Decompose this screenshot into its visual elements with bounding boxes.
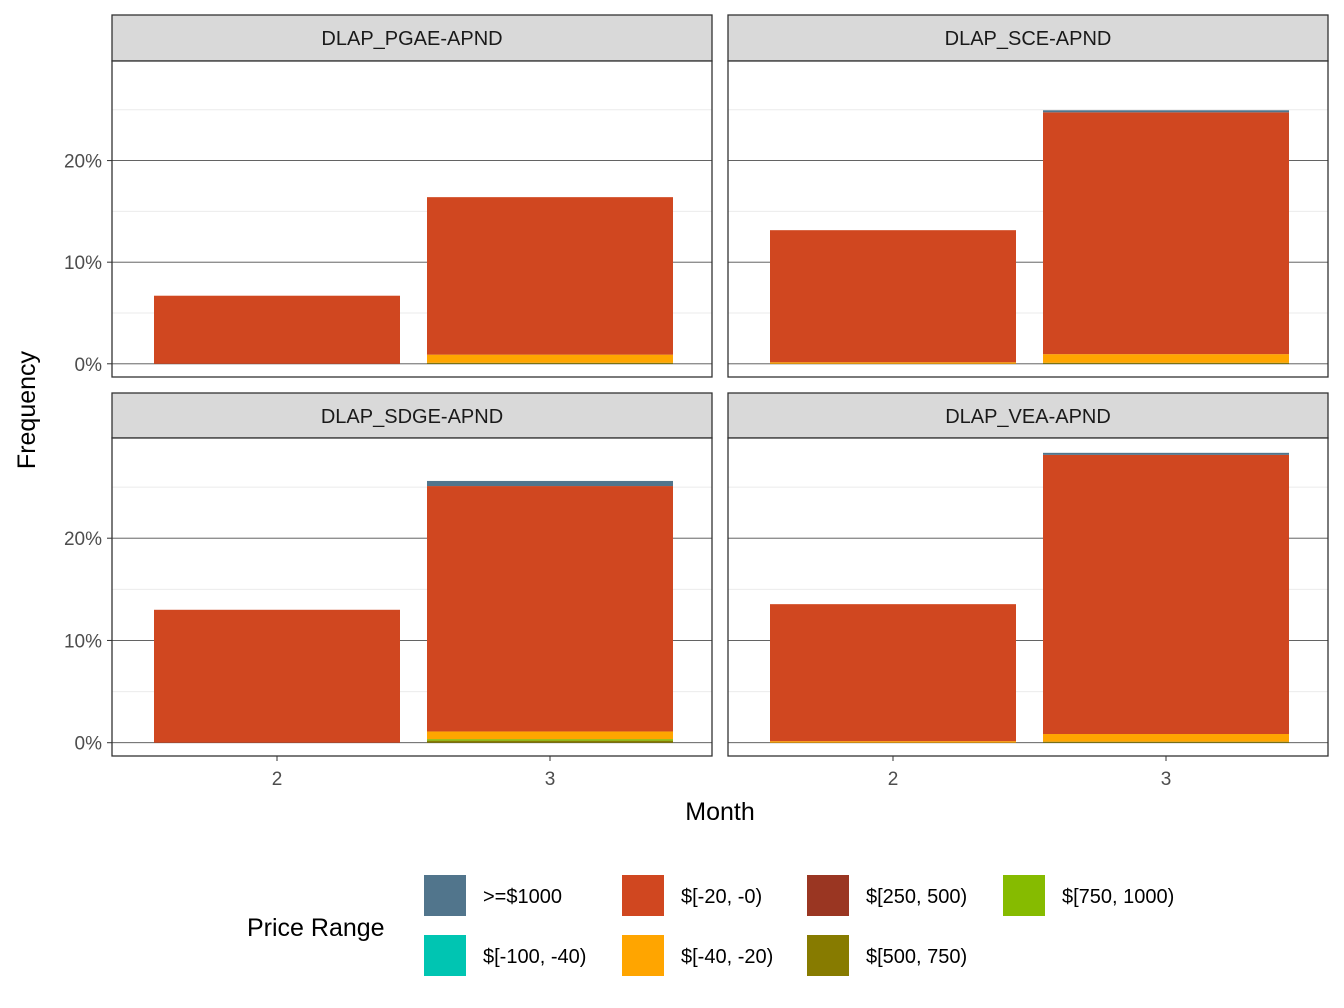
facet-strip-label: DLAP_SCE-APND: [945, 28, 1112, 50]
legend-label: $[-100, -40): [483, 946, 586, 968]
x-tick-label: 3: [1161, 769, 1172, 790]
y-tick-label: 20%: [64, 529, 102, 550]
legend-swatch: [622, 875, 664, 916]
bar-segment: [1043, 734, 1289, 742]
facet-panel: DLAP_SCE-APND: [727, 14, 1329, 378]
bar-segment: [154, 609, 400, 743]
legend-swatch: [807, 875, 849, 916]
facet-strip-label: DLAP_SDGE-APND: [321, 406, 503, 428]
legend-title: Price Range: [247, 914, 385, 942]
x-tick-label: 2: [272, 769, 283, 790]
facet-strip: [111, 14, 713, 62]
bar-segment: [427, 740, 673, 743]
bar-segment: [427, 739, 673, 741]
bar-segment: [427, 362, 673, 364]
legend-label: $[250, 500): [866, 886, 967, 908]
bar-segment: [1043, 452, 1289, 455]
bar-segment: [154, 295, 400, 364]
x-axis-title: Month: [685, 798, 754, 826]
y-tick-label: 10%: [64, 253, 102, 274]
bar-segment: [770, 230, 1016, 363]
bar-segment: [1043, 454, 1289, 735]
legend-label: $[750, 1000): [1062, 886, 1174, 908]
legend-swatch: [1003, 875, 1045, 916]
bar-segment: [1043, 112, 1289, 355]
y-tick-label: 0%: [75, 734, 103, 755]
y-tick-label: 20%: [64, 152, 102, 173]
bar-segment: [427, 197, 673, 355]
facet-panels: DLAP_PGAE-APND DLAP_SCE-APND DLAP_SDGE-APN…: [111, 14, 1329, 757]
bar-segment: [427, 486, 673, 732]
y-tick-label: 10%: [64, 631, 102, 652]
legend-label: $[500, 750): [866, 946, 967, 968]
bar-segment: [770, 741, 1016, 743]
legend-label: $[-40, -20): [681, 946, 773, 968]
x-tick-label: 3: [545, 769, 556, 790]
legend-label: >=$1000: [483, 886, 562, 908]
facet-strip: [111, 392, 713, 439]
bar-segment: [1043, 362, 1289, 364]
y-axis-title: Frequency: [13, 350, 41, 469]
facet-strip-label: DLAP_VEA-APND: [945, 406, 1111, 428]
x-tick-label: 2: [888, 769, 899, 790]
legend-swatch: [622, 935, 664, 976]
bar-segment: [427, 480, 673, 487]
legend-swatch: [807, 935, 849, 976]
bar-segment: [427, 731, 673, 740]
panel-border: [111, 437, 713, 757]
y-tick-label: 0%: [75, 355, 103, 376]
bar-segment: [1043, 354, 1289, 363]
legend: Price Range >=$1000 $[-100, -40) $[-20, -0…: [247, 875, 1174, 976]
bar-segment: [1043, 741, 1289, 743]
facet-strip: [727, 392, 1329, 439]
panel-border: [727, 437, 1329, 757]
legend-swatch: [424, 935, 466, 976]
bar-segment: [770, 362, 1016, 364]
x-axes: 2 3 2 3: [272, 756, 1172, 790]
facet-strip-label: DLAP_PGAE-APND: [321, 28, 502, 50]
bar-segment: [427, 354, 673, 363]
facet-panel: DLAP_SDGE-APND: [111, 392, 713, 757]
facet-panel: DLAP_PGAE-APND: [111, 14, 713, 378]
legend-swatch: [424, 875, 466, 916]
panel-border: [727, 60, 1329, 378]
bar-segment: [770, 604, 1016, 742]
facet-panel: DLAP_VEA-APND: [727, 392, 1329, 757]
legend-label: $[-20, -0): [681, 886, 762, 908]
bar-segment: [1043, 110, 1289, 113]
y-axes: 0% 10% 20% 0% 10% 20%: [64, 152, 112, 755]
panel-border: [111, 60, 713, 378]
